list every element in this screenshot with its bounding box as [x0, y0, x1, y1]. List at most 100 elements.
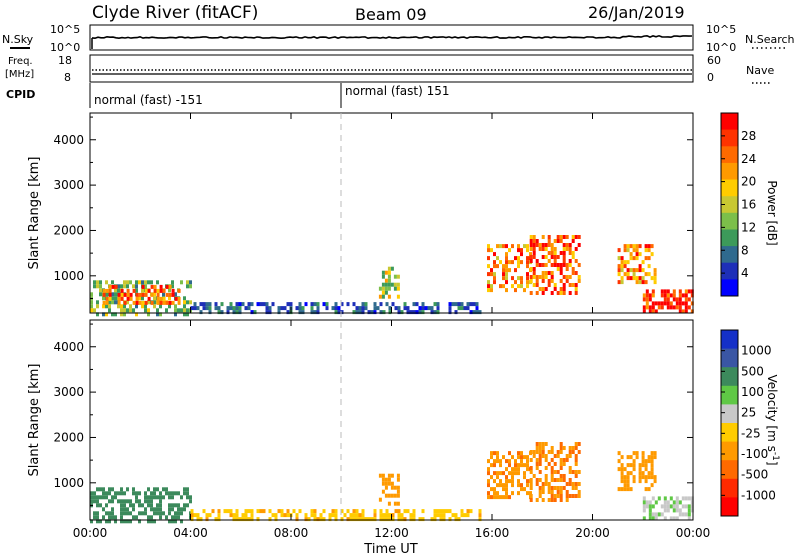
data-cell — [505, 252, 508, 257]
data-cell — [277, 310, 281, 315]
data-cell — [165, 308, 168, 313]
data-cell — [90, 304, 93, 309]
data-cell — [684, 496, 688, 501]
data-cell — [379, 302, 383, 307]
data-cell — [274, 513, 278, 518]
data-cell — [156, 312, 159, 317]
data-cell — [565, 454, 569, 458]
data-cell — [547, 498, 551, 502]
data-cell — [171, 519, 174, 524]
data-cell — [90, 300, 93, 305]
data-cell — [499, 284, 502, 289]
data-cell — [298, 509, 302, 514]
data-cell — [541, 291, 545, 295]
data-cell — [517, 491, 520, 496]
data-cell — [460, 302, 464, 307]
data-cell — [626, 244, 630, 249]
data-cell — [168, 300, 172, 305]
data-cell — [265, 310, 269, 315]
data-cell — [574, 247, 578, 251]
data-cell — [505, 495, 508, 500]
data-cell — [547, 235, 551, 239]
data-cell — [681, 504, 685, 509]
data-cell — [684, 289, 688, 294]
data-cell — [626, 487, 630, 492]
data-cell — [617, 248, 621, 253]
data-cell — [648, 305, 652, 310]
data-cell — [517, 463, 520, 468]
data-cell — [144, 495, 147, 500]
data-cell — [108, 300, 111, 305]
data-cell — [538, 462, 542, 466]
data-cell — [150, 519, 153, 524]
data-cell — [505, 268, 508, 273]
data-cell — [156, 487, 159, 492]
data-cell — [156, 280, 159, 285]
data-cell — [108, 288, 112, 293]
data-cell — [153, 491, 156, 496]
data-cell — [642, 496, 646, 501]
data-cell — [502, 244, 505, 249]
data-cell — [520, 483, 523, 488]
data-cell — [108, 499, 111, 504]
data-cell — [559, 263, 563, 267]
data-cell — [162, 487, 165, 492]
data-cell — [684, 512, 688, 517]
data-cell — [657, 512, 661, 517]
data-cell — [660, 301, 664, 306]
data-cell — [538, 494, 542, 498]
data-cell — [129, 519, 132, 524]
data-cell — [138, 519, 141, 524]
data-cell — [189, 495, 192, 500]
data-cell — [120, 491, 123, 496]
data-cell — [403, 517, 407, 522]
data-cell — [653, 479, 657, 484]
data-cell — [645, 297, 649, 302]
data-cell — [120, 507, 123, 512]
data-cell — [217, 306, 221, 311]
data-cell — [651, 512, 655, 517]
data-cell — [538, 442, 542, 446]
data-cell — [508, 479, 511, 484]
data-cell — [132, 487, 135, 492]
data-cell — [277, 509, 281, 514]
data-cell — [147, 288, 151, 293]
data-cell — [378, 294, 382, 299]
data-cell — [562, 275, 566, 279]
data-cell — [508, 248, 511, 253]
data-cell — [520, 487, 523, 492]
data-cell — [168, 296, 171, 301]
data-cell — [541, 243, 545, 247]
data-cell — [384, 282, 388, 287]
scatter-region-4 — [529, 442, 581, 502]
data-cell — [96, 511, 99, 516]
data-cell — [648, 508, 652, 513]
data-cell — [568, 251, 572, 255]
colorbar-swatch — [721, 212, 738, 230]
data-cell — [623, 487, 627, 492]
data-cell — [547, 450, 551, 454]
ytick-label: 3000 — [53, 178, 84, 192]
data-cell — [490, 487, 493, 492]
data-cell — [129, 280, 132, 285]
data-cell — [256, 302, 260, 307]
data-cell — [387, 266, 391, 271]
data-cell — [532, 474, 536, 478]
data-cell — [138, 280, 141, 285]
data-cell — [111, 495, 114, 500]
data-cell — [547, 239, 551, 243]
data-cell — [105, 288, 109, 293]
data-cell — [105, 300, 109, 305]
data-cell — [681, 309, 685, 314]
data-cell — [574, 458, 578, 462]
data-cell — [381, 489, 385, 494]
data-cell — [105, 511, 108, 516]
data-cell — [271, 302, 275, 307]
data-cell — [520, 252, 523, 257]
data-cell — [493, 264, 496, 269]
data-cell — [126, 308, 129, 313]
data-cell — [448, 509, 452, 514]
ytick-label: 2000 — [53, 223, 84, 237]
data-cell — [642, 297, 646, 302]
data-cell — [690, 293, 694, 298]
